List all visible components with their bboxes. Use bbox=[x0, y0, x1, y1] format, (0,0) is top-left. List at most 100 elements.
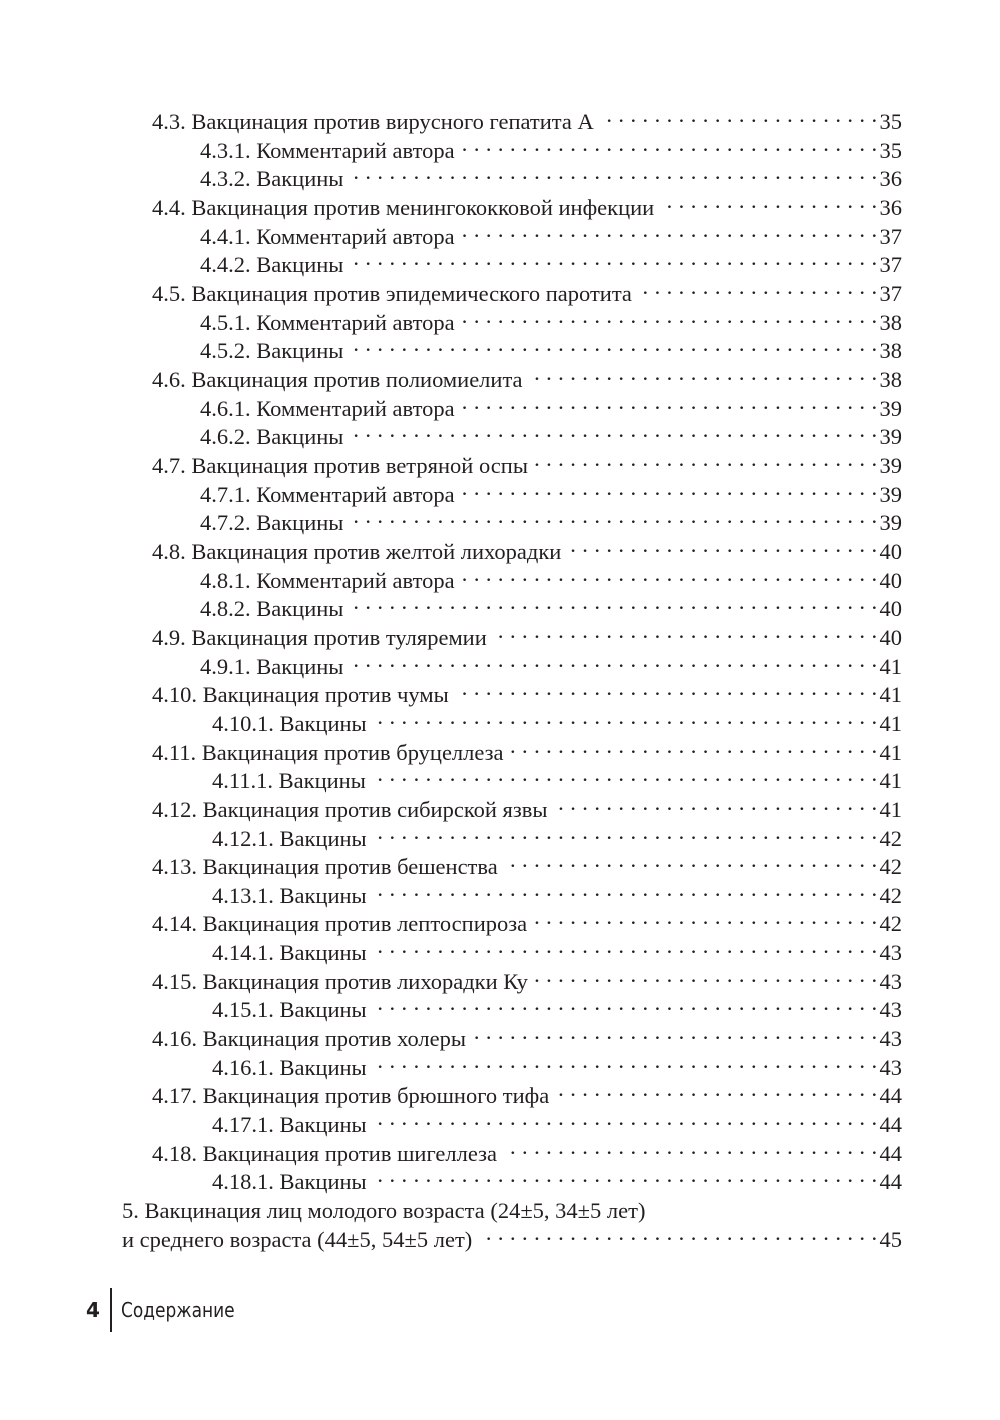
toc-entry[interactable]: 4.8. Вакцинация против желтой лихорадки4… bbox=[152, 531, 902, 564]
toc-entry-title: 4.8.2. Вакцины bbox=[200, 596, 344, 622]
toc-entry-page: 44 bbox=[879, 1112, 903, 1138]
toc-entry[interactable]: 4.7. Вакцинация против ветряной оспы39 bbox=[152, 445, 902, 478]
dot-leader bbox=[533, 903, 877, 931]
toc-entry-title: 4.15.1. Вакцины bbox=[212, 997, 367, 1023]
dot-leader bbox=[373, 703, 878, 731]
toc-entry[interactable]: 4.8.1. Комментарий автора40 bbox=[200, 560, 902, 593]
toc-entry[interactable]: 4.5.2. Вакцины 38 bbox=[200, 330, 902, 363]
toc-entry[interactable]: 4.11.1. Вакцины 41 bbox=[212, 760, 902, 793]
toc-entry-page: 41 bbox=[879, 682, 903, 708]
toc-entry[interactable]: и среднего возраста (44±5, 54±5 лет) 45 bbox=[122, 1219, 902, 1252]
dot-leader bbox=[461, 130, 878, 158]
toc-entry-page: 41 bbox=[879, 653, 903, 679]
toc-entry-page: 39 bbox=[879, 424, 903, 450]
toc-entry-page: 35 bbox=[879, 137, 903, 163]
toc-entry[interactable]: 4.3. Вакцинация против вирусного гепатит… bbox=[152, 101, 902, 134]
dot-leader bbox=[349, 588, 877, 616]
toc-entry[interactable]: 4.17.1. Вакцины 44 bbox=[212, 1104, 902, 1137]
toc-entry-page: 36 bbox=[879, 166, 903, 192]
dot-leader bbox=[373, 818, 878, 846]
toc-entry[interactable]: 4.6.2. Вакцины 39 bbox=[200, 416, 902, 449]
toc-entry[interactable]: 4.4. Вакцинация против менингококковой и… bbox=[152, 187, 902, 220]
toc-entry-page: 43 bbox=[879, 1026, 903, 1052]
toc-entry-title: 4.6.2. Вакцины bbox=[200, 424, 344, 450]
dot-leader bbox=[461, 474, 878, 502]
dot-leader bbox=[567, 531, 877, 559]
toc-entry[interactable]: 4.13.1. Вакцины 42 bbox=[212, 875, 902, 908]
toc-entry[interactable]: 4.7.1. Комментарий автора39 bbox=[200, 474, 902, 507]
toc-entry-page: 41 bbox=[879, 739, 903, 765]
dot-leader bbox=[510, 732, 878, 760]
toc-entry-title: 4.7.2. Вакцины bbox=[200, 510, 344, 536]
dot-leader bbox=[503, 1133, 878, 1161]
toc-entry-page: 39 bbox=[879, 481, 903, 507]
dot-leader bbox=[349, 646, 877, 674]
toc-entry[interactable]: 4.4.1. Комментарий автора37 bbox=[200, 216, 902, 249]
toc-entry[interactable]: 4.15.1. Вакцины 43 bbox=[212, 989, 902, 1022]
dot-leader bbox=[554, 789, 878, 817]
dot-leader bbox=[555, 1075, 877, 1103]
toc-entry[interactable]: 4.9.1. Вакцины 41 bbox=[200, 646, 902, 679]
dot-leader bbox=[349, 158, 877, 186]
toc-entry-page: 40 bbox=[879, 567, 903, 593]
toc-entry-page: 39 bbox=[879, 395, 903, 421]
toc-entry[interactable]: 4.3.1. Комментарий автора35 bbox=[200, 130, 902, 163]
toc-entry[interactable]: 4.3.2. Вакцины 36 bbox=[200, 158, 902, 191]
toc-entry-page: 43 bbox=[879, 1054, 903, 1080]
dot-leader bbox=[372, 760, 878, 788]
toc-entry-title: 4.11.1. Вакцины bbox=[212, 768, 366, 794]
toc-entry[interactable]: 4.10. Вакцинация против чумы41 bbox=[152, 674, 902, 707]
dot-leader bbox=[349, 330, 877, 358]
toc-entry[interactable]: 4.17. Вакцинация против брюшного тифа44 bbox=[152, 1075, 902, 1108]
toc-entry[interactable]: 4.16. Вакцинация против холеры43 bbox=[152, 1018, 902, 1051]
toc-entry-page: 42 bbox=[879, 825, 903, 851]
toc-entry[interactable]: 4.12.1. Вакцины 42 bbox=[212, 818, 902, 851]
toc-entry[interactable]: 4.12. Вакцинация против сибирской язвы41 bbox=[152, 789, 902, 822]
dot-leader bbox=[478, 1219, 877, 1247]
toc-entry-page: 44 bbox=[879, 1169, 903, 1195]
dot-leader bbox=[373, 1047, 878, 1075]
toc-entry[interactable]: 4.9. Вакцинация против туляремии40 bbox=[152, 617, 902, 650]
toc-entry[interactable]: 4.5. Вакцинация против эпидемического па… bbox=[152, 273, 902, 306]
toc-entry[interactable]: 4.6.1. Комментарий автора39 bbox=[200, 388, 902, 421]
toc-entry-page: 44 bbox=[879, 1140, 903, 1166]
toc-entry-page: 43 bbox=[879, 968, 903, 994]
toc-entry[interactable]: 4.11. Вакцинация против бруцеллеза41 bbox=[152, 732, 902, 765]
dot-leader bbox=[534, 961, 878, 989]
toc-entry[interactable]: 4.18.1. Вакцины 44 bbox=[212, 1161, 902, 1194]
toc-entry-title: 4.3.2. Вакцины bbox=[200, 166, 344, 192]
toc-entry[interactable]: 4.7.2. Вакцины 39 bbox=[200, 502, 902, 535]
page-number: 4 bbox=[86, 1298, 100, 1322]
toc-entry-title: 4.16.1. Вакцины bbox=[212, 1054, 367, 1080]
dot-leader bbox=[472, 1018, 877, 1046]
toc-entry[interactable]: 4.14. Вакцинация против лептоспироза42 bbox=[152, 903, 902, 936]
page-footer: 4 Содержание bbox=[86, 1288, 255, 1332]
toc-entry-page: 43 bbox=[879, 997, 903, 1023]
toc-entry[interactable]: 4.5.1. Комментарий автора38 bbox=[200, 302, 902, 335]
dot-leader bbox=[349, 416, 877, 444]
toc-entry[interactable]: 4.18. Вакцинация против шигеллеза44 bbox=[152, 1133, 902, 1166]
dot-leader bbox=[373, 1104, 878, 1132]
dot-leader bbox=[529, 359, 878, 387]
toc-entry-title: 4.5.2. Вакцины bbox=[200, 338, 344, 364]
dot-leader bbox=[534, 445, 878, 473]
toc-entry[interactable]: 4.13. Вакцинация против бешенства42 bbox=[152, 846, 902, 879]
toc-entry-page: 43 bbox=[879, 940, 903, 966]
toc-entry-title: 4.4.2. Вакцины bbox=[200, 252, 344, 278]
dot-leader bbox=[373, 989, 878, 1017]
toc-entry[interactable]: 4.6. Вакцинация против полиомиелита38 bbox=[152, 359, 902, 392]
dot-leader bbox=[349, 502, 877, 530]
toc-entry[interactable]: 4.14.1. Вакцины 43 bbox=[212, 932, 902, 965]
toc-entry[interactable]: 4.16.1. Вакцины 43 bbox=[212, 1047, 902, 1080]
toc-entry[interactable]: 5. Вакцинация лиц молодого возраста (24±… bbox=[122, 1190, 902, 1223]
toc-entry[interactable]: 4.10.1. Вакцины 41 bbox=[212, 703, 902, 736]
toc-entry-page: 38 bbox=[879, 338, 903, 364]
toc-entry[interactable]: 4.15. Вакцинация против лихорадки Ку43 bbox=[152, 961, 902, 994]
toc-entry-page: 41 bbox=[879, 768, 903, 794]
footer-divider bbox=[109, 1288, 112, 1332]
toc-entry-page: 45 bbox=[879, 1226, 903, 1252]
toc-entry-page: 44 bbox=[879, 1083, 903, 1109]
toc-entry-page: 40 bbox=[879, 624, 903, 650]
toc-entry[interactable]: 4.8.2. Вакцины 40 bbox=[200, 588, 902, 621]
toc-entry[interactable]: 4.4.2. Вакцины 37 bbox=[200, 244, 902, 277]
